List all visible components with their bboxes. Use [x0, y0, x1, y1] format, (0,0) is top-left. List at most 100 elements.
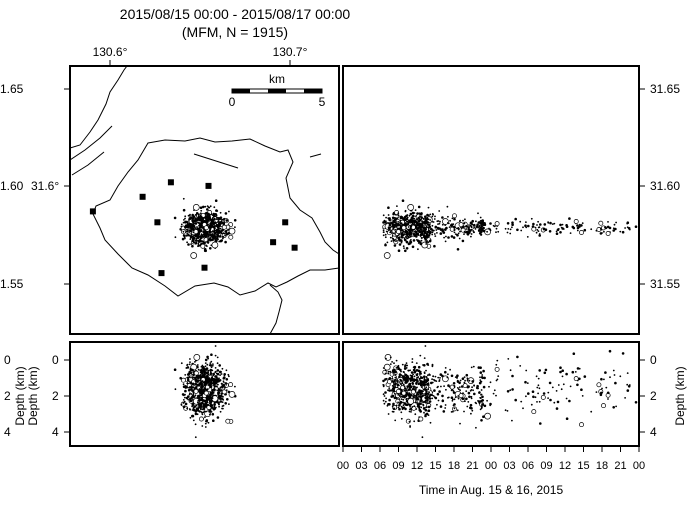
time-depth-point	[389, 356, 392, 359]
hypocenter-depth-point	[209, 378, 211, 381]
time-depth-point	[429, 421, 432, 424]
time-depth-point	[522, 407, 524, 410]
epicenter-point	[180, 225, 183, 228]
time-depth-point	[401, 375, 405, 378]
time-depth-point	[511, 419, 513, 422]
time-depth-point	[538, 400, 541, 403]
time-latitude-point	[421, 216, 423, 219]
fault-line-b	[71, 151, 105, 176]
epicenter-point	[219, 227, 222, 230]
hypocenter-depth-point	[209, 394, 212, 397]
time-latitude-point	[428, 224, 431, 226]
time-depth-point	[405, 379, 408, 381]
time-depth-point	[543, 371, 547, 375]
time-latitude-point	[428, 229, 430, 232]
epicenter-point	[192, 224, 196, 228]
time-axis-tick-label: 12	[559, 460, 571, 472]
time-latitude-point	[415, 221, 419, 225]
time-latitude-point	[450, 223, 453, 226]
time-latitude-point	[414, 209, 417, 212]
epicenter-point	[200, 233, 203, 236]
time-depth-point	[393, 392, 396, 395]
time-latitude-point	[415, 232, 419, 236]
time-latitude-point	[578, 223, 581, 226]
time-depth-point	[398, 404, 401, 407]
time-depth-point	[619, 375, 622, 378]
time-latitude-point	[471, 223, 474, 226]
epicenter-point	[215, 237, 219, 240]
time-depth-point	[422, 404, 425, 407]
time-depth-point	[464, 400, 466, 403]
time-axis-tick-label: 21	[466, 460, 478, 472]
time-depth-point	[419, 370, 422, 374]
time-depth-point	[461, 397, 465, 401]
hypocenter-depth-point	[194, 412, 198, 416]
time-depth-point	[423, 375, 426, 379]
time-depth-point	[415, 379, 419, 382]
hypocenter-depth-point	[189, 358, 191, 360]
time-depth-point	[621, 352, 625, 355]
fault-line-d	[309, 153, 322, 158]
hypocenter-depth-point	[213, 404, 216, 407]
epicenter-point	[188, 215, 191, 217]
time-depth-point	[410, 371, 414, 374]
epicenter-point	[219, 211, 222, 214]
time-latitude-point	[408, 220, 411, 223]
hypocenter-depth-point	[228, 391, 236, 398]
hypocenter-depth-point	[207, 357, 210, 360]
time-depth-point	[428, 391, 430, 394]
epicenter-point	[189, 229, 193, 233]
time-depth-point	[408, 420, 411, 423]
time-latitude-point	[463, 222, 466, 225]
time-depth-point	[535, 375, 538, 378]
time-depth-point	[423, 371, 426, 374]
hypocenter-depth-point	[199, 402, 201, 405]
time-depth-point	[413, 420, 416, 423]
time-depth-point	[444, 367, 447, 369]
time-depth-point	[399, 368, 402, 372]
time-latitude-point	[537, 220, 539, 223]
time-depth-point	[419, 354, 422, 357]
time-depth-point	[573, 376, 579, 382]
time-depth-point	[477, 400, 481, 403]
time-depth-point	[509, 389, 512, 392]
time-latitude-point	[603, 230, 605, 233]
time-depth-point	[410, 411, 412, 413]
hypocenter-depth-point	[184, 387, 187, 389]
time-latitude-point	[522, 226, 524, 229]
time-depth-point	[402, 377, 405, 380]
hypocenter-depth-point	[213, 389, 216, 392]
time-latitude-point	[547, 221, 549, 224]
epicenter-point	[213, 226, 216, 229]
time-depth-point	[450, 396, 454, 400]
time-depth-point	[433, 389, 436, 392]
time-latitude-point	[511, 221, 514, 224]
epicenter-point	[220, 219, 223, 221]
time-latitude-point	[504, 227, 507, 230]
time-depth-point	[450, 374, 454, 378]
hypocenter-depth-point	[209, 385, 212, 387]
time-latitude-point	[431, 224, 434, 227]
time-depth-point	[400, 398, 403, 400]
time-depth-point	[443, 385, 445, 387]
seismic-station-marker	[89, 208, 96, 215]
epicenter-point	[233, 219, 237, 222]
time-depth-point	[561, 369, 564, 373]
time-depth-point	[542, 392, 546, 395]
hypocenter-depth-point	[210, 353, 213, 357]
time-depth-point	[613, 374, 616, 376]
time-latitude-point	[405, 247, 409, 250]
time-depth-point	[468, 395, 471, 399]
time-latitude-point	[486, 230, 488, 233]
time-depth-point	[470, 366, 473, 369]
time-depth-point	[565, 417, 569, 421]
time-latitude-point	[397, 221, 400, 223]
hypocenter-depth-point	[228, 403, 230, 405]
hypocenter-depth-point	[191, 395, 194, 397]
time-latitude-point	[531, 226, 537, 232]
hypocenter-depth-point	[186, 378, 190, 382]
time-depth-point	[453, 385, 456, 387]
hypocenter-depth-point	[184, 393, 186, 396]
time-latitude-point	[422, 218, 425, 220]
time-latitude-point	[406, 216, 409, 219]
